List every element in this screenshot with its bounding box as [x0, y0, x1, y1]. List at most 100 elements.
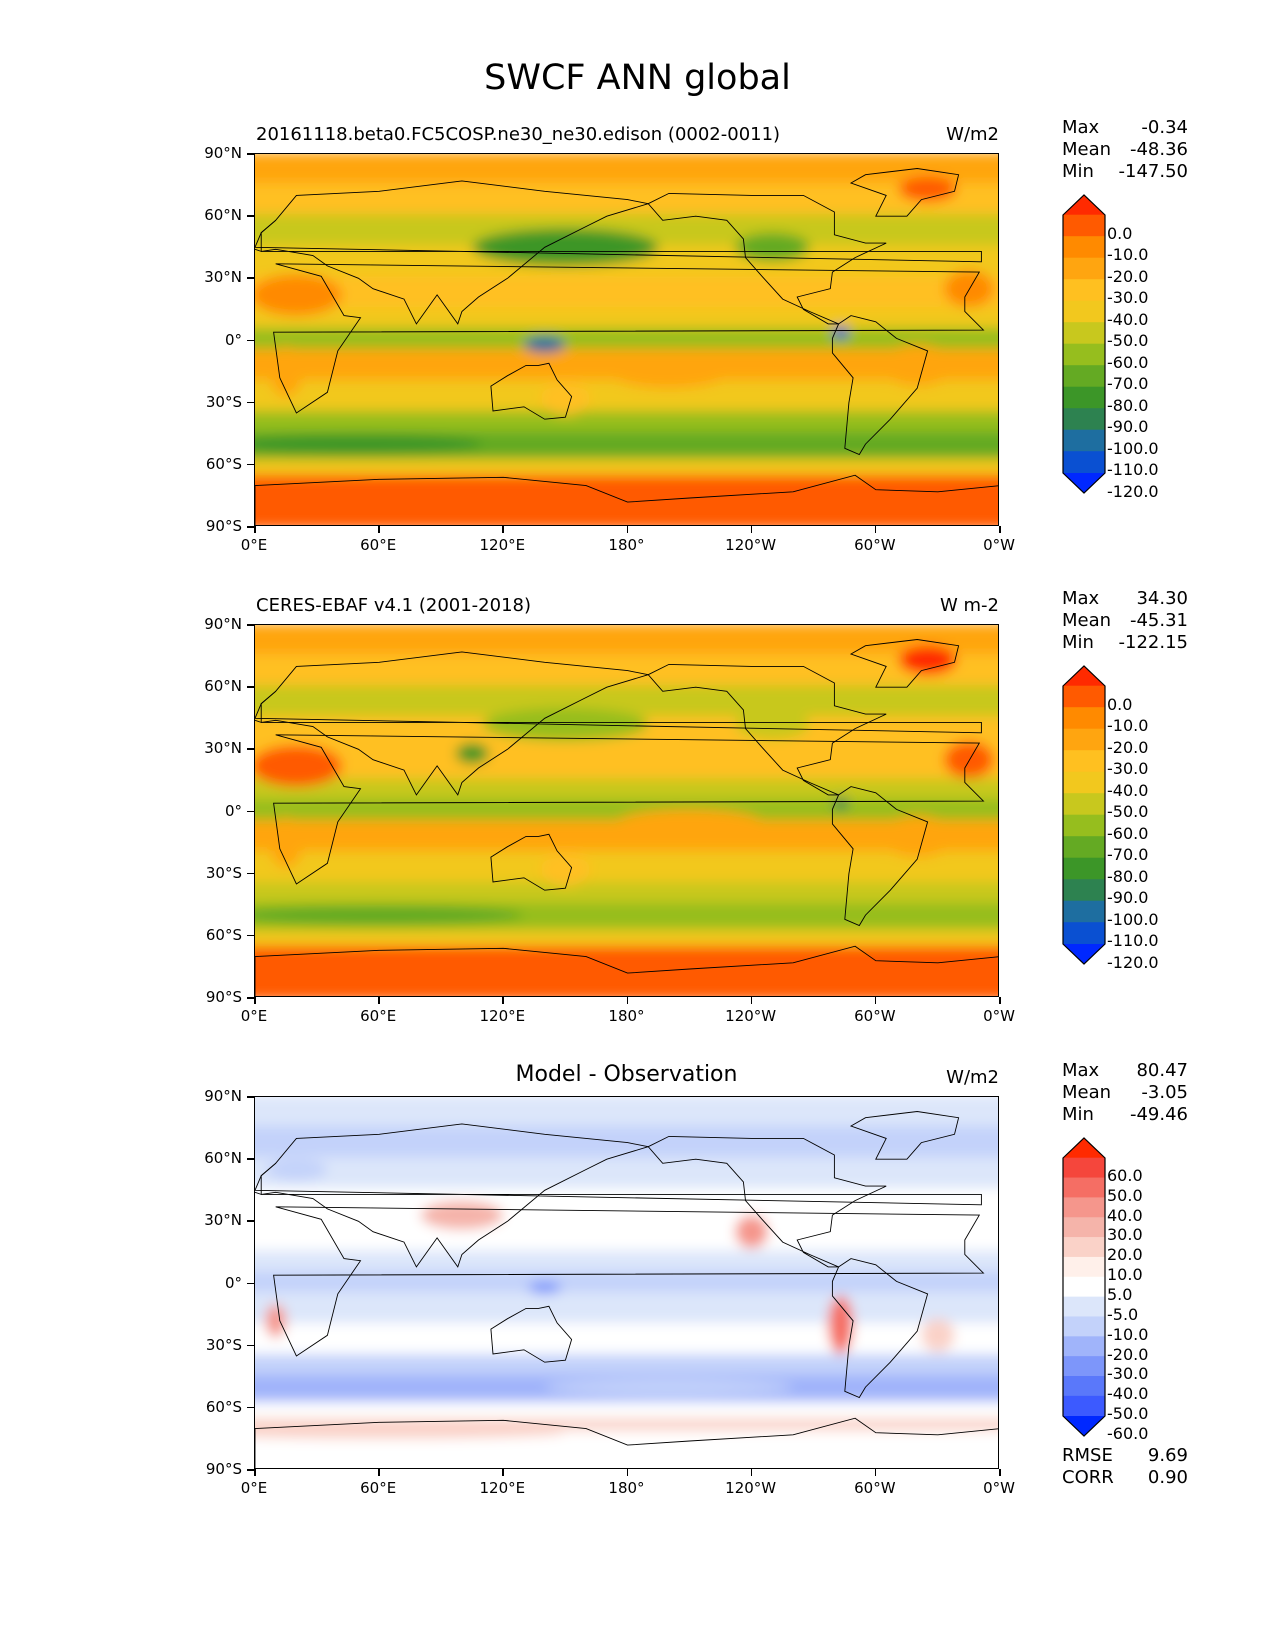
contour-band [255, 1188, 998, 1224]
stat-rmse: RMSE 9.69 [1062, 1445, 1188, 1466]
stat-label: CORR [1062, 1467, 1114, 1488]
lon-tick-label: 60°W [854, 536, 896, 554]
colorbar [1062, 194, 1106, 494]
coastline-greenland [849, 168, 960, 217]
colorbar-tick-label: -10.0 [1107, 245, 1149, 265]
colorbar-tick-label: 60.0 [1107, 1165, 1143, 1185]
coastline-n_america [647, 1135, 887, 1268]
lat-tick-mark [247, 1469, 254, 1471]
colorbar-segment [1063, 1356, 1105, 1377]
colorbar [1062, 1137, 1106, 1437]
colorbar-tick-label: -60.0 [1107, 352, 1149, 372]
colorbar-outline [1062, 1137, 1106, 1437]
map-field [255, 154, 998, 525]
stat-mean: Mean -3.05 [1062, 1082, 1188, 1103]
stat-value: -122.15 [1118, 632, 1188, 653]
contour-feature [828, 1295, 854, 1354]
lon-tick-label: 0°W [983, 1479, 1015, 1497]
stat-value: 0.90 [1147, 1467, 1188, 1488]
colorbar-segment [1063, 386, 1105, 409]
contour-feature [455, 743, 489, 764]
colorbar-tick-label: -110.0 [1107, 460, 1159, 480]
lon-tick-mark [502, 997, 504, 1004]
lon-tick-label: 120°W [725, 1007, 777, 1025]
colorbar-segment [1063, 1237, 1105, 1258]
contour-feature [265, 1304, 287, 1338]
colorbar-tick-label: -10.0 [1107, 1324, 1149, 1344]
stat-label: Max [1062, 1060, 1100, 1081]
lon-tick-label: 0°W [983, 1007, 1015, 1025]
lon-tick-mark [626, 1469, 628, 1476]
colorbar-segment [1063, 836, 1105, 859]
lon-tick-mark [999, 1469, 1001, 1476]
colorbar-segment [1063, 214, 1105, 237]
coastline-antarctica [255, 474, 998, 525]
stat-label: Min [1062, 632, 1094, 653]
contour-band [255, 1291, 998, 1327]
lat-tick-mark [247, 401, 254, 404]
colorbar-tick-label: 50.0 [1107, 1185, 1143, 1205]
lat-tick-mark [247, 463, 254, 466]
lon-tick-mark [999, 526, 1001, 533]
colorbar-segment [1063, 922, 1105, 945]
lon-tick-mark [254, 1469, 256, 1476]
contour-feature [735, 232, 810, 262]
contour-feature [269, 346, 303, 397]
coastline-europe-edge [255, 219, 276, 253]
coastline-eurasia [255, 1123, 982, 1268]
colorbar-segment [1063, 236, 1105, 259]
lon-tick-label: 60°W [854, 1479, 896, 1497]
colorbar-segment [1063, 300, 1105, 323]
coastline-africa [273, 734, 985, 885]
lat-tick-label: 30°S [205, 863, 242, 882]
colorbar-segment [1063, 879, 1105, 902]
stat-value: -0.34 [1141, 117, 1188, 138]
map-panel [254, 1096, 999, 1469]
coastlines [255, 1111, 998, 1468]
lat-tick-mark [247, 934, 254, 937]
lon-tick-mark [874, 997, 877, 1004]
colorbar-top-extend [1063, 195, 1105, 215]
colorbar-tick-label: 10.0 [1107, 1265, 1143, 1285]
lon-tick-label: 180° [608, 1007, 645, 1025]
colorbar-tick-label: -50.0 [1107, 1404, 1149, 1424]
colorbar-segment [1063, 279, 1105, 302]
colorbar-container [1061, 1136, 1107, 1438]
colorbar-segment [1063, 1256, 1105, 1278]
lon-tick-mark [254, 526, 256, 533]
contour-fill [255, 154, 998, 525]
stat-min: Min -49.46 [1062, 1104, 1188, 1125]
stat-value: -45.31 [1129, 610, 1188, 631]
colorbar-segment [1063, 408, 1105, 431]
colorbar-tick-label: -120.0 [1107, 952, 1159, 972]
coastline-europe-edge [255, 1162, 276, 1196]
colorbar-tick-label: 30.0 [1107, 1225, 1143, 1245]
lon-tick-label: 120°E [479, 1479, 526, 1497]
lat-tick-mark [247, 997, 254, 999]
lon-tick-mark [999, 997, 1001, 1004]
contour-band [255, 183, 998, 219]
colorbar-tick-label: -80.0 [1107, 395, 1149, 415]
lat-tick-label: 90°N [204, 615, 242, 633]
stat-label: Mean [1062, 139, 1112, 160]
colorbar-segment [1063, 257, 1105, 280]
colorbar-tick-label: -20.0 [1107, 1344, 1149, 1364]
colorbar-tick-label: -30.0 [1107, 1364, 1149, 1384]
contour-feature [472, 228, 659, 266]
stat-label: Max [1062, 588, 1100, 609]
colorbar-segment [1063, 1157, 1105, 1179]
contour-feature [944, 741, 994, 779]
contour-band [255, 154, 998, 188]
contour-band [255, 458, 998, 480]
colorbar-segment [1063, 1395, 1105, 1417]
colorbar-segment [1063, 707, 1105, 730]
lon-tick-mark [750, 997, 753, 1004]
coastline-australia [490, 362, 573, 420]
colorbar-segment [1063, 1177, 1105, 1198]
stat-value: -3.05 [1141, 1082, 1188, 1103]
stat-mean: Mean -48.36 [1062, 139, 1188, 160]
lat-tick-label: 90°S [205, 988, 242, 1006]
lat-tick-label: 90°N [204, 144, 242, 162]
coastline-eurasia [255, 180, 982, 325]
contour-band [255, 1219, 998, 1255]
